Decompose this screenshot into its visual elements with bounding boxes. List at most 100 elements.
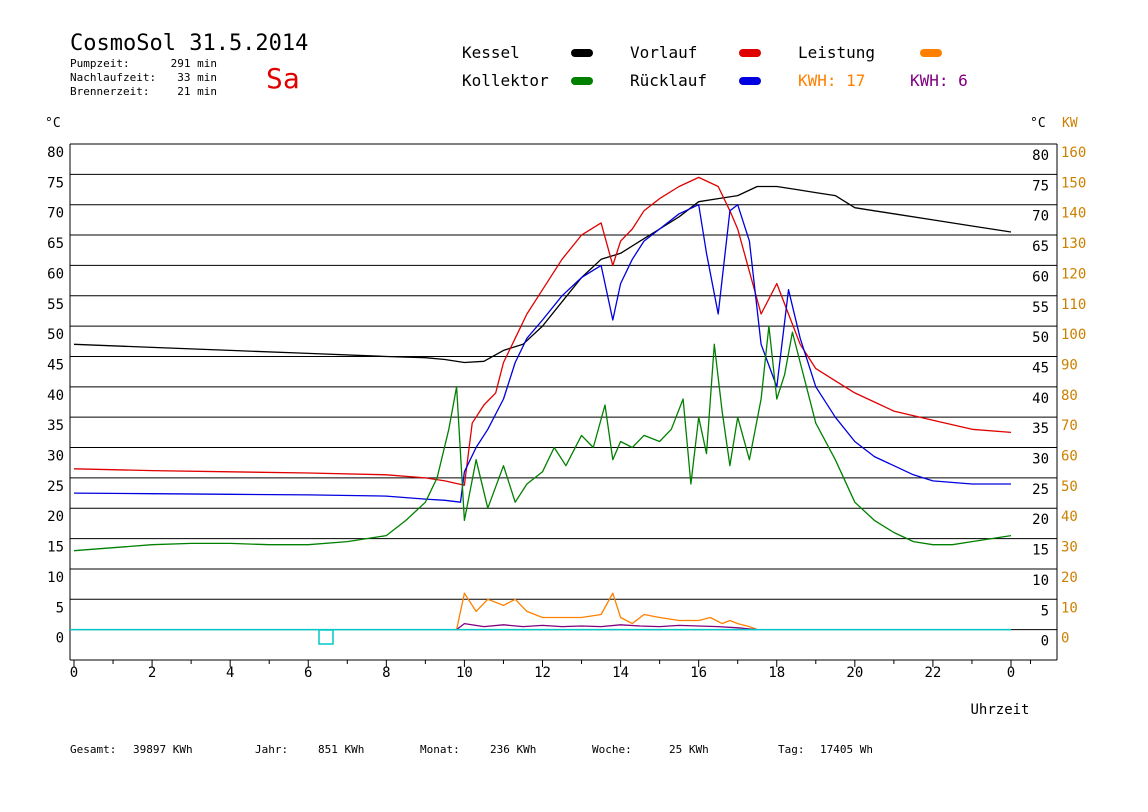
x-tick-label-9: 18 — [768, 665, 785, 681]
y-tick-right-power-13: 30 — [1061, 540, 1078, 556]
legend-leistung-label: Leistung — [798, 43, 875, 62]
y-tick-right-power-6: 100 — [1061, 327, 1086, 343]
footer-tag-label: Tag: — [778, 743, 805, 756]
y-tick-left-13: 15 — [47, 540, 64, 556]
y-tick-right-power-2: 140 — [1061, 206, 1086, 222]
footer-woche-value: 25 KWh — [669, 743, 709, 756]
x-tick-label-4: 8 — [382, 665, 390, 681]
legend-ruecklauf-label: Rücklauf — [630, 71, 707, 90]
day-label: Sa — [266, 62, 300, 95]
series-line-kessel — [73, 185, 1012, 364]
y-tick-right-power-14: 20 — [1061, 570, 1078, 586]
footer-jahr-value: 851 KWh — [318, 743, 364, 756]
x-tick-label-6: 12 — [534, 665, 551, 681]
y-tick-left-0: 80 — [47, 145, 64, 161]
y-axis-unit-left: °C — [45, 116, 61, 131]
y-tick-right-temp-2: 70 — [1032, 209, 1049, 225]
x-tick-label-2: 4 — [226, 665, 234, 681]
y-tick-right-temp-11: 25 — [1032, 482, 1049, 498]
footer-woche-label: Woche: — [592, 743, 632, 756]
legend-ruecklauf-swatch — [739, 77, 761, 85]
y-axis-unit-right-temp: °C — [1030, 116, 1046, 131]
y-tick-right-power-9: 70 — [1061, 418, 1078, 434]
series-line-vorlauf — [73, 176, 1012, 486]
y-tick-left-5: 55 — [47, 297, 64, 313]
y-tick-right-temp-0: 80 — [1032, 148, 1049, 164]
y-tick-right-temp-12: 20 — [1032, 512, 1049, 528]
y-tick-left-16: 0 — [56, 631, 64, 647]
stats-block: Pumpzeit: 291 min Nachlaufzeit: 33 min B… — [70, 57, 217, 98]
y-tick-right-power-7: 90 — [1061, 357, 1078, 373]
y-tick-left-9: 35 — [47, 418, 64, 434]
y-tick-right-temp-10: 30 — [1032, 452, 1049, 468]
stat-nachlaufzeit-value: 33 min — [177, 71, 217, 84]
footer-stats: Gesamt: 39897 KWh Jahr: 851 KWh Monat: 2… — [70, 743, 873, 756]
x-axis-label: Uhrzeit — [970, 702, 1029, 718]
baseline-marker — [318, 629, 334, 645]
legend-leistung-swatch — [920, 49, 942, 57]
legend-kwh-orange: KWH: 17 — [798, 71, 865, 90]
legend-kollektor-swatch — [571, 77, 593, 85]
legend-vorlauf-label: Vorlauf — [630, 43, 697, 62]
legend-kwh-purple: KWH: 6 — [910, 71, 968, 90]
series-line-rcklauf — [73, 204, 1011, 503]
y-tick-right-temp-1: 75 — [1032, 178, 1049, 194]
y-tick-right-power-16: 0 — [1061, 631, 1069, 647]
y-tick-right-temp-6: 50 — [1032, 330, 1049, 346]
y-tick-right-power-8: 80 — [1061, 388, 1078, 404]
footer-gesamt-label: Gesamt: — [70, 743, 116, 756]
legend-vorlauf-swatch — [739, 49, 761, 57]
y-tick-left-8: 40 — [47, 388, 64, 404]
y-tick-right-temp-7: 45 — [1032, 360, 1049, 376]
y-tick-right-temp-4: 60 — [1032, 269, 1049, 285]
series-line-kollektor — [73, 325, 1012, 552]
y-axis-unit-right-power: KW — [1062, 116, 1078, 131]
legend-kessel-swatch — [571, 49, 593, 57]
series — [73, 176, 1012, 631]
y-tick-right-power-4: 120 — [1061, 266, 1086, 282]
legend-kessel-label: Kessel — [462, 43, 520, 62]
y-tick-right-power-12: 40 — [1061, 509, 1078, 525]
stat-brennerzeit-label: Brennerzeit: — [70, 85, 149, 98]
y-tick-left-12: 20 — [47, 509, 64, 525]
x-tick-label-8: 16 — [690, 665, 707, 681]
y-tick-right-power-1: 150 — [1061, 175, 1086, 191]
y-tick-right-power-5: 110 — [1061, 297, 1086, 313]
y-tick-right-power-10: 60 — [1061, 449, 1078, 465]
y-tick-right-temp-8: 40 — [1032, 391, 1049, 407]
stat-nachlaufzeit-label: Nachlaufzeit: — [70, 71, 156, 84]
footer-tag-value: 17405 Wh — [820, 743, 873, 756]
x-tick-label-3: 6 — [304, 665, 312, 681]
x-tick-label-10: 20 — [846, 665, 863, 681]
y-tick-right-temp-16: 0 — [1041, 634, 1049, 650]
y-tick-right-temp-13: 15 — [1032, 543, 1049, 559]
y-tick-left-4: 60 — [47, 266, 64, 282]
y-tick-left-15: 5 — [56, 600, 64, 616]
y-tick-left-11: 25 — [47, 479, 64, 495]
y-tick-right-temp-5: 55 — [1032, 300, 1049, 316]
y-tick-left-7: 45 — [47, 357, 64, 373]
footer-jahr-label: Jahr: — [255, 743, 288, 756]
chart-title: CosmoSol 31.5.2014 — [70, 31, 308, 56]
y-tick-left-10: 30 — [47, 449, 64, 465]
series-line-brenner — [456, 622, 758, 631]
y-tick-right-temp-14: 10 — [1032, 573, 1049, 589]
stat-brennerzeit-value: 21 min — [177, 85, 217, 98]
x-tick-label-0: 0 — [70, 665, 78, 681]
axes — [69, 144, 1058, 667]
y-tick-right-power-0: 160 — [1061, 145, 1086, 161]
y-tick-left-14: 10 — [47, 570, 64, 586]
footer-monat-label: Monat: — [420, 743, 460, 756]
legend: Kessel Kollektor Vorlauf Rücklauf Leistu… — [462, 43, 968, 90]
legend-kollektor-label: Kollektor — [462, 71, 549, 90]
y-tick-right-temp-3: 65 — [1032, 239, 1049, 255]
tick-labels: 0 2 4 6 8 10 12 14 16 18 20 22 080757065605550454035… — [47, 145, 1086, 681]
series-line-leistung — [455, 592, 758, 631]
x-tick-label-5: 10 — [456, 665, 473, 681]
y-tick-left-1: 75 — [47, 175, 64, 191]
stat-pumpzeit-label: Pumpzeit: — [70, 57, 130, 70]
footer-monat-value: 236 KWh — [490, 743, 536, 756]
x-tick-label-1: 2 — [148, 665, 156, 681]
y-tick-right-power-11: 50 — [1061, 479, 1078, 495]
